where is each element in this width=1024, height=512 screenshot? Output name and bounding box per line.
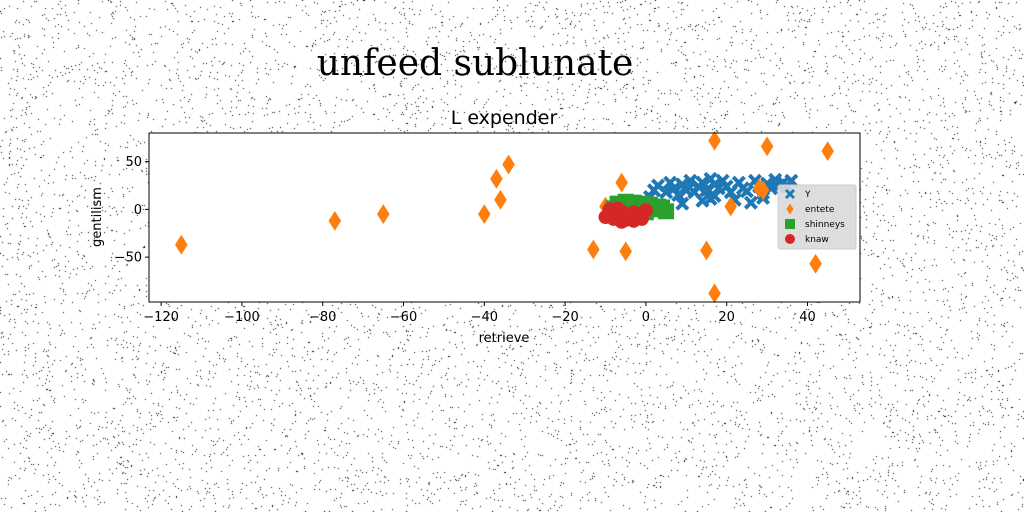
figure-suptitle: unfeed sublunate	[317, 43, 634, 84]
data-point	[654, 199, 670, 215]
x-tick-label: −60	[390, 310, 417, 325]
plot-area	[149, 133, 860, 302]
legend-label: Y	[804, 190, 811, 200]
x-tick-label: 20	[718, 310, 735, 325]
legend-marker	[785, 219, 795, 229]
chart-title: L expender	[451, 107, 558, 129]
x-tick-label: −20	[551, 310, 578, 325]
legend-marker	[785, 234, 795, 244]
x-tick-label: −120	[143, 310, 179, 325]
x-tick-label: 0	[642, 310, 650, 325]
y-axis-label: gentilism	[90, 187, 105, 247]
legend-label: knaw	[805, 235, 829, 245]
x-axis-ticks: −120 −100 −80 −60 −40 −20 0 20 40	[143, 302, 815, 325]
x-tick-label: 40	[799, 310, 816, 325]
x-tick-label: −100	[224, 310, 260, 325]
y-tick-label: 0	[134, 203, 142, 218]
data-point	[615, 215, 629, 229]
y-tick-label: 50	[125, 155, 142, 170]
data-point	[611, 201, 625, 215]
legend-label: entete	[805, 205, 835, 215]
x-tick-label: −80	[309, 310, 336, 325]
legend-label: shinneys	[805, 220, 845, 230]
x-tick-label: −40	[471, 310, 498, 325]
data-point	[635, 212, 649, 226]
y-axis-ticks: −50 0 50	[115, 155, 149, 265]
x-axis-label: retrieve	[479, 331, 530, 346]
y-tick-label: −50	[115, 251, 142, 266]
